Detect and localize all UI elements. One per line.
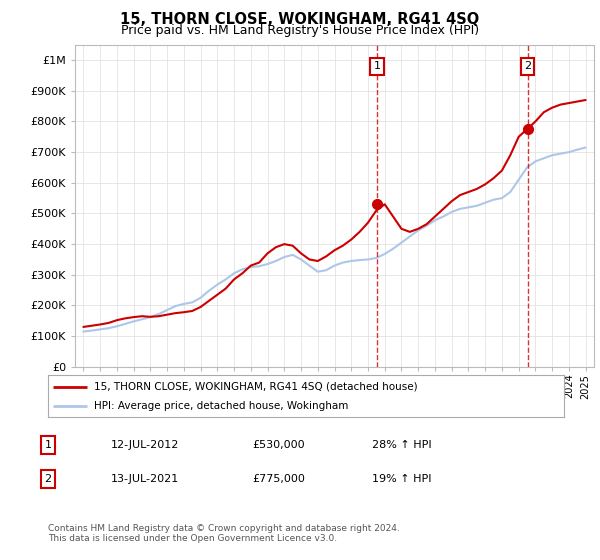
Text: 15, THORN CLOSE, WOKINGHAM, RG41 4SQ (detached house): 15, THORN CLOSE, WOKINGHAM, RG41 4SQ (de… bbox=[94, 381, 418, 391]
Text: 19% ↑ HPI: 19% ↑ HPI bbox=[372, 474, 431, 484]
Text: 28% ↑ HPI: 28% ↑ HPI bbox=[372, 440, 431, 450]
Text: HPI: Average price, detached house, Wokingham: HPI: Average price, detached house, Woki… bbox=[94, 401, 349, 411]
Text: £775,000: £775,000 bbox=[252, 474, 305, 484]
Text: Price paid vs. HM Land Registry's House Price Index (HPI): Price paid vs. HM Land Registry's House … bbox=[121, 24, 479, 37]
Text: 2: 2 bbox=[44, 474, 52, 484]
Text: Contains HM Land Registry data © Crown copyright and database right 2024.
This d: Contains HM Land Registry data © Crown c… bbox=[48, 524, 400, 543]
Text: 15, THORN CLOSE, WOKINGHAM, RG41 4SQ: 15, THORN CLOSE, WOKINGHAM, RG41 4SQ bbox=[121, 12, 479, 27]
Text: 12-JUL-2012: 12-JUL-2012 bbox=[111, 440, 179, 450]
Text: £530,000: £530,000 bbox=[252, 440, 305, 450]
Text: 1: 1 bbox=[373, 61, 380, 71]
Text: 1: 1 bbox=[44, 440, 52, 450]
Text: 13-JUL-2021: 13-JUL-2021 bbox=[111, 474, 179, 484]
Text: 2: 2 bbox=[524, 61, 531, 71]
